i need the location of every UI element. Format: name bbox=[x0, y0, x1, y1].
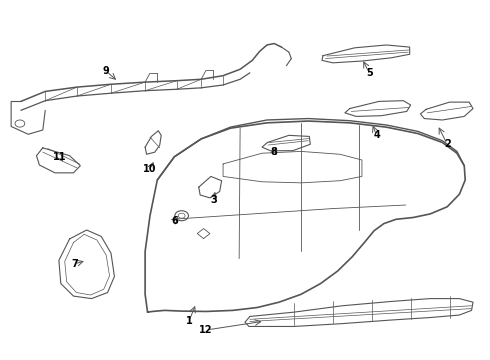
Text: 12: 12 bbox=[199, 325, 213, 335]
Text: 7: 7 bbox=[71, 259, 78, 269]
Text: 10: 10 bbox=[143, 164, 157, 174]
Text: 8: 8 bbox=[271, 147, 278, 157]
Text: 11: 11 bbox=[53, 152, 67, 162]
Text: 6: 6 bbox=[171, 216, 178, 226]
Text: 5: 5 bbox=[366, 68, 372, 78]
Text: 1: 1 bbox=[186, 316, 193, 326]
Text: 4: 4 bbox=[373, 130, 380, 140]
Text: 3: 3 bbox=[210, 195, 217, 204]
Text: 9: 9 bbox=[103, 66, 110, 76]
Text: 2: 2 bbox=[444, 139, 451, 149]
